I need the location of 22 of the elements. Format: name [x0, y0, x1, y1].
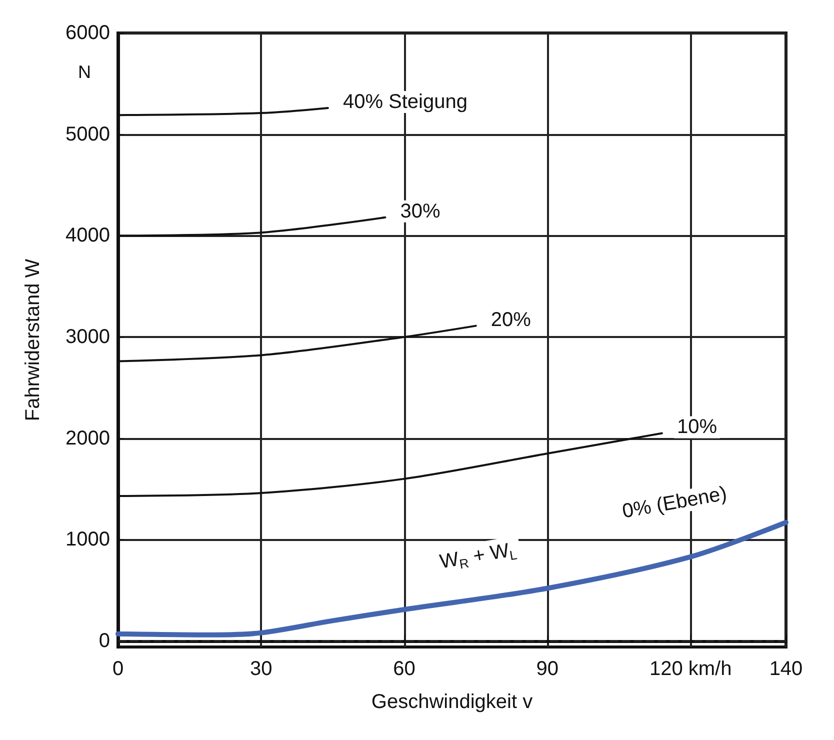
x-tick-label: 0	[112, 658, 124, 680]
y-tick-label: 6000	[66, 22, 110, 44]
x-tick-label: 60	[393, 658, 416, 680]
x-axis-title: Geschwindigkeit v	[371, 691, 533, 713]
series-label: 40% Steigung	[342, 90, 468, 113]
y-tick-label: 1000	[66, 528, 110, 551]
text: N	[78, 62, 91, 82]
annotation: WR + WL	[438, 540, 518, 574]
y-tick-label: 4000	[66, 224, 110, 247]
y-tick-label: 2000	[66, 427, 110, 450]
series-label: 30%	[400, 200, 440, 222]
y-axis-title: Fahrwiderstand W	[22, 258, 44, 422]
y-tick-label: 0	[98, 630, 110, 652]
x-tick-label: 90	[536, 658, 559, 680]
x-tick-label: 30	[250, 658, 272, 680]
series-label: 20%	[490, 308, 532, 331]
x-tick-label: 120 km/h	[649, 658, 732, 680]
y-tick-label: 3000	[66, 326, 110, 348]
x-tick-label: 140	[769, 658, 803, 680]
text: 0% (Ebene)	[620, 482, 729, 523]
series-label: 10%	[676, 416, 718, 438]
y-tick-label: 5000	[66, 123, 110, 146]
